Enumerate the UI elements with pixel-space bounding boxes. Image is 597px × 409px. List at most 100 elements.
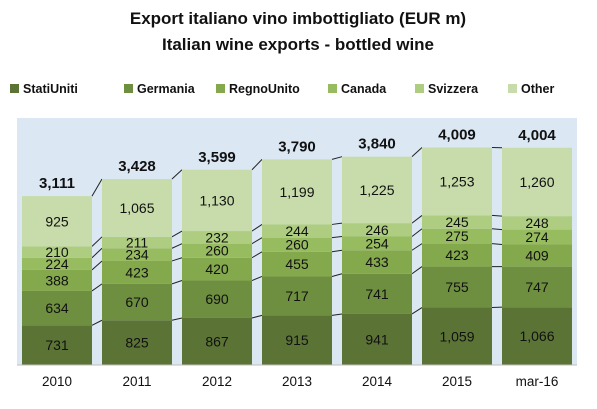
legend-label: Germania — [137, 82, 196, 96]
data-label-regnounito: 423 — [445, 247, 469, 263]
connector-line — [331, 222, 343, 225]
connector-line — [91, 236, 103, 247]
data-label-other: 1,253 — [439, 173, 474, 189]
total-label: 3,428 — [118, 158, 156, 175]
data-label-canada: 275 — [445, 228, 469, 244]
data-label-svizzera: 248 — [525, 215, 549, 231]
bar-segment-regnounito — [182, 257, 252, 281]
data-label-other: 1,225 — [359, 182, 394, 198]
connector-line — [411, 266, 423, 275]
bar-segment-other — [102, 179, 172, 237]
connector-line — [491, 243, 503, 245]
data-label-statiuniti: 915 — [285, 332, 309, 348]
bar-segment-statiuniti — [22, 325, 92, 365]
x-tick-label: 2015 — [442, 374, 472, 389]
legend-label: Other — [521, 82, 554, 96]
connector-line — [331, 249, 343, 253]
data-label-svizzera: 245 — [445, 214, 469, 230]
bar-segment-canada — [22, 257, 92, 270]
connector-line — [171, 243, 183, 249]
x-tick-label: 2013 — [282, 374, 312, 389]
data-label-germania: 634 — [45, 300, 69, 316]
chart-subtitle: Italian wine exports - bottled wine — [162, 35, 434, 54]
data-label-germania: 747 — [525, 279, 549, 295]
data-label-svizzera: 246 — [365, 222, 389, 238]
bar-segment-svizzera — [182, 231, 252, 244]
bar-segment-statiuniti — [262, 315, 332, 365]
bars — [22, 147, 572, 365]
total-label: 3,599 — [198, 149, 236, 166]
bar-segment-germania — [422, 266, 492, 308]
data-label-statiuniti: 867 — [205, 333, 229, 349]
bar-segment-germania — [182, 280, 252, 318]
bar-segment-statiuniti — [182, 317, 252, 365]
connector-line — [251, 276, 263, 281]
data-label-canada: 274 — [525, 229, 549, 245]
bar-segment-regnounito — [342, 250, 412, 274]
bar-segment-germania — [342, 273, 412, 314]
bar-segment-svizzera — [262, 224, 332, 238]
data-label-regnounito: 455 — [285, 256, 309, 272]
bar-segment-canada — [102, 248, 172, 261]
data-label-canada: 234 — [125, 247, 149, 263]
bar-segment-svizzera — [102, 236, 172, 249]
bar-segment-svizzera — [502, 216, 572, 230]
connector-line — [171, 169, 183, 180]
x-tick-label: 2010 — [42, 374, 72, 389]
connector-line — [491, 228, 503, 231]
data-label-statiuniti: 1,066 — [519, 328, 554, 344]
connector-line — [91, 178, 103, 197]
legend-item-germania: Germania — [124, 82, 196, 96]
bar-segment-other — [262, 159, 332, 225]
data-label-svizzera: 211 — [126, 235, 149, 251]
bar-segment-canada — [262, 237, 332, 252]
total-label: 3,790 — [278, 138, 316, 155]
connector-line — [331, 156, 343, 160]
total-label: 3,111 — [39, 175, 75, 192]
bar-segment-regnounito — [102, 260, 172, 284]
bar-segment-other — [422, 147, 492, 216]
x-tick-label: 2012 — [202, 374, 232, 389]
bar-segment-statiuniti — [502, 307, 572, 365]
bar-segment-regnounito — [262, 251, 332, 277]
data-label-statiuniti: 1,059 — [439, 328, 474, 344]
data-label-regnounito: 420 — [205, 261, 229, 277]
connector-line — [251, 237, 263, 245]
bar-segment-other — [502, 147, 572, 217]
data-label-svizzera: 210 — [45, 244, 69, 260]
connector-line — [251, 314, 263, 319]
x-tick-label: mar-16 — [516, 374, 559, 389]
data-label-other: 1,260 — [519, 174, 554, 190]
data-label-statiuniti: 731 — [45, 337, 69, 353]
connector-line — [331, 273, 343, 277]
data-label-canada: 260 — [285, 237, 309, 253]
data-label-germania: 755 — [445, 279, 469, 295]
legend-swatch — [508, 84, 517, 93]
bar-segment-statiuniti — [342, 313, 412, 365]
bar-segment-regnounito — [422, 243, 492, 267]
legend-item-regnounito: RegnoUnito — [216, 82, 300, 96]
data-label-statiuniti: 825 — [125, 335, 149, 351]
data-label-other: 1,130 — [199, 192, 234, 208]
total-label: 4,004 — [518, 127, 556, 144]
data-label-regnounito: 433 — [365, 254, 389, 270]
connector-line — [251, 251, 263, 259]
x-axis-tick-labels: 2010 2011 2012 2013 2014 2015 mar-16 — [42, 374, 558, 389]
total-label: 3,840 — [358, 136, 396, 153]
bar-segment-regnounito — [502, 244, 572, 267]
bar-segment-svizzera — [22, 246, 92, 258]
total-label: 4,009 — [438, 127, 476, 144]
bar-segment-germania — [502, 266, 572, 308]
chart-title: Export italiano vino imbottigliato (EUR … — [130, 9, 466, 28]
legend-swatch — [328, 84, 337, 93]
legend-item-svizzera: Svizzera — [415, 82, 479, 96]
x-tick-label: 2011 — [122, 374, 151, 389]
data-label-regnounito: 388 — [45, 272, 69, 288]
segment-labels: 7316343882242109258256704232342111,06586… — [45, 173, 554, 353]
legend-label: StatiUniti — [23, 82, 78, 96]
data-label-other: 1,199 — [279, 184, 314, 200]
bar-segment-svizzera — [422, 215, 492, 229]
legend: StatiUniti Germania RegnoUnito Canada Svizze… — [10, 82, 554, 96]
